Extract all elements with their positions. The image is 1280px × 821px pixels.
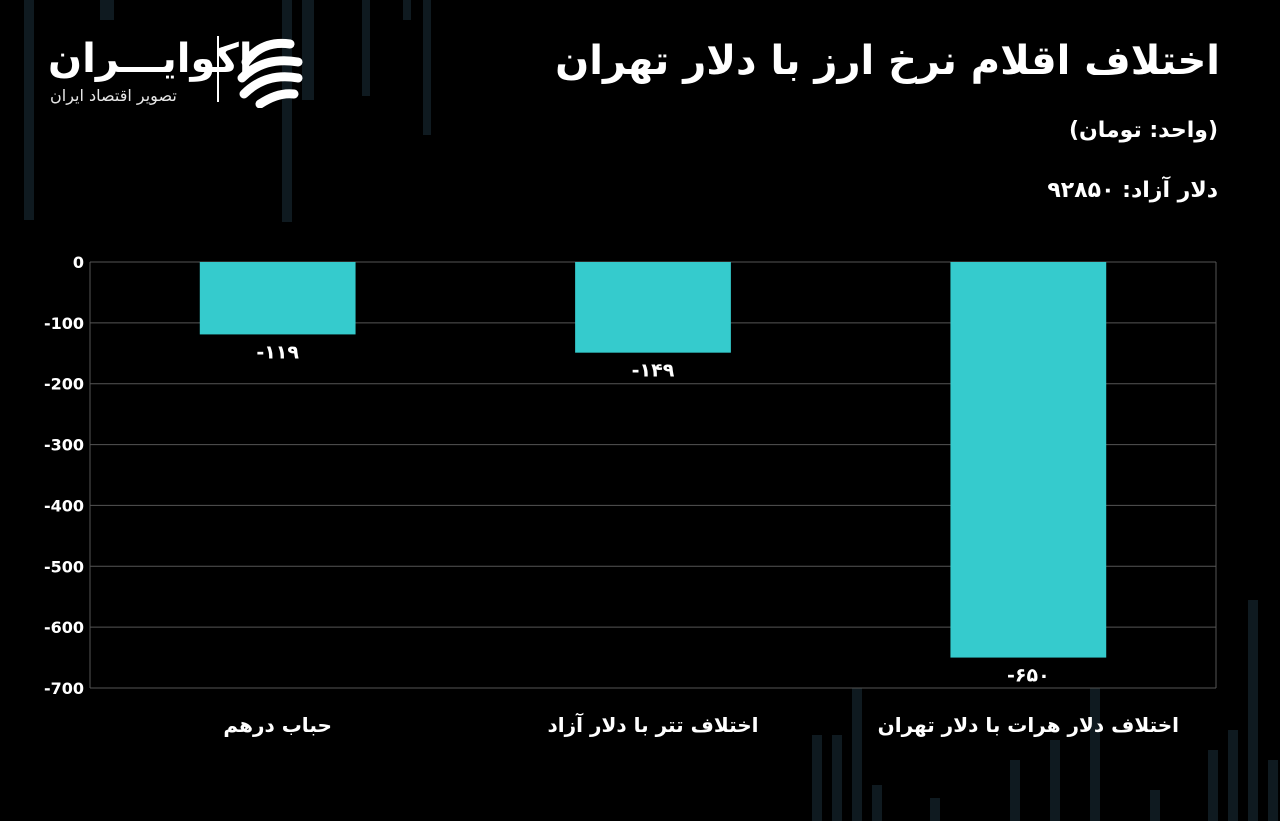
y-tick-label: -500 — [44, 557, 84, 576]
category-label: حباب درهم — [223, 713, 331, 737]
bar — [575, 262, 731, 353]
category-label: اختلاف تتر با دلار آزاد — [548, 712, 759, 737]
unit-label: (واحد: تومان) — [1068, 118, 1218, 143]
data-labels: -۱۱۹ -۱۴۹ -۶۵۰ — [256, 341, 1049, 686]
y-tick-label: -400 — [44, 496, 84, 515]
category-labels: حباب درهم اختلاف تتر با دلار آزاد اختلاف د… — [223, 712, 1179, 737]
data-label: -۱۱۹ — [256, 341, 299, 363]
free-dollar-rate: دلار آزاد: ۹۲۸۵۰ — [1047, 178, 1218, 203]
data-label: -۶۵۰ — [1007, 665, 1050, 687]
logo-mark-icon — [237, 38, 303, 108]
bar — [950, 262, 1107, 658]
y-tick-label: -600 — [44, 618, 84, 637]
y-tick-label: -200 — [44, 375, 84, 394]
y-tick-label: -700 — [44, 679, 84, 698]
logo-tagline: تصویر اقتصاد ایران — [50, 86, 177, 105]
category-label: اختلاف دلار هرات با دلار تهران — [878, 713, 1179, 737]
bar — [199, 262, 356, 335]
y-axis: 0 -100 -200 -300 -400 -500 -600 -700 — [44, 253, 84, 698]
y-tick-label: -300 — [44, 436, 84, 455]
chart-title: اختلاف اقلام نرخ ارز با دلار تهران — [555, 38, 1220, 84]
logo: اکوایـــران تصویر اقتصاد ایران — [48, 30, 318, 110]
y-tick-label: 0 — [73, 253, 84, 272]
data-label: -۱۴۹ — [632, 360, 675, 382]
bars — [199, 262, 1107, 658]
y-tick-label: -100 — [44, 314, 84, 333]
logo-divider — [217, 36, 219, 102]
